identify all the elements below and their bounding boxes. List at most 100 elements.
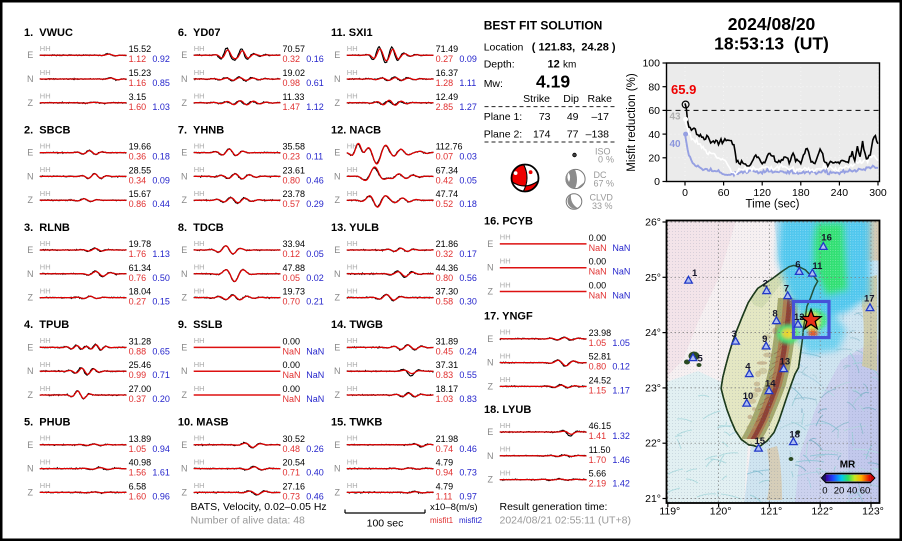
svg-text:1.42: 1.42 xyxy=(612,479,630,489)
svg-text:HH: HH xyxy=(40,263,51,272)
svg-text:HH: HH xyxy=(40,44,51,53)
svg-text:0.27: 0.27 xyxy=(436,54,454,64)
svg-text:40: 40 xyxy=(648,129,660,141)
svg-text:0.88: 0.88 xyxy=(129,346,147,356)
svg-text:0.71: 0.71 xyxy=(152,370,170,380)
svg-text:HH: HH xyxy=(40,434,51,443)
svg-text:0.24: 0.24 xyxy=(459,346,477,356)
svg-text:1.17: 1.17 xyxy=(612,385,630,395)
svg-text:4.79: 4.79 xyxy=(436,458,454,468)
svg-text:7: 7 xyxy=(784,284,789,295)
svg-text:E: E xyxy=(334,342,340,352)
svg-text:N: N xyxy=(181,74,188,84)
svg-text:174: 174 xyxy=(533,128,551,140)
svg-text:20: 20 xyxy=(834,485,845,496)
svg-text:HH: HH xyxy=(194,92,205,101)
svg-text:24°: 24° xyxy=(645,327,661,339)
svg-text:0.46: 0.46 xyxy=(306,491,324,501)
svg-text:Z: Z xyxy=(28,195,34,205)
svg-text:0.00: 0.00 xyxy=(589,281,607,291)
svg-text:Number of alive data: 48: Number of alive data: 48 xyxy=(191,515,306,527)
svg-text:37.30: 37.30 xyxy=(436,287,459,297)
svg-text:HH: HH xyxy=(40,239,51,248)
svg-text:16. PCYB: 16. PCYB xyxy=(484,216,533,228)
svg-text:0: 0 xyxy=(822,485,827,496)
svg-text:NaN: NaN xyxy=(612,243,630,253)
svg-text:1.28: 1.28 xyxy=(436,78,454,88)
svg-text:15.52: 15.52 xyxy=(129,44,152,54)
svg-text:9. SSLB: 9. SSLB xyxy=(178,319,223,331)
svg-text:1: 1 xyxy=(692,268,698,279)
svg-text:0.50: 0.50 xyxy=(152,273,170,283)
svg-text:BATS, Velocity, 0.02–0.05 Hz: BATS, Velocity, 0.02–0.05 Hz xyxy=(191,501,327,513)
svg-text:0.57: 0.57 xyxy=(283,199,301,209)
svg-text:E: E xyxy=(27,50,33,60)
svg-text:0.97: 0.97 xyxy=(459,491,477,501)
svg-text:0.96: 0.96 xyxy=(152,491,170,501)
svg-text:HH: HH xyxy=(347,481,358,490)
svg-text:1.56: 1.56 xyxy=(129,468,147,478)
svg-text:0.00: 0.00 xyxy=(589,257,607,267)
svg-text:HH: HH xyxy=(347,68,358,77)
svg-text:1.32: 1.32 xyxy=(612,431,630,441)
svg-text:1.60: 1.60 xyxy=(129,102,147,112)
svg-text:0.36: 0.36 xyxy=(129,152,147,162)
svg-text:73: 73 xyxy=(539,111,551,123)
svg-text:MR: MR xyxy=(840,459,856,470)
svg-text:Time (sec): Time (sec) xyxy=(746,199,800,211)
svg-text:112.76: 112.76 xyxy=(436,142,463,152)
svg-text:Z: Z xyxy=(335,487,341,497)
svg-text:240: 240 xyxy=(831,187,849,199)
svg-text:0.05: 0.05 xyxy=(283,273,301,283)
svg-text:0.85: 0.85 xyxy=(152,78,170,88)
svg-text:0.23: 0.23 xyxy=(283,152,301,162)
svg-text:21.98: 21.98 xyxy=(436,434,459,444)
svg-text:Z: Z xyxy=(28,390,34,400)
svg-text:0.94: 0.94 xyxy=(436,468,454,478)
svg-text:17: 17 xyxy=(864,294,875,305)
svg-text:Z: Z xyxy=(28,98,34,108)
svg-text:6. YD07: 6. YD07 xyxy=(178,27,221,39)
svg-text:HH: HH xyxy=(194,165,205,174)
svg-text:HH: HH xyxy=(347,457,358,466)
svg-text:0.00: 0.00 xyxy=(283,384,301,394)
svg-text:2.85: 2.85 xyxy=(436,102,454,112)
svg-text:HH: HH xyxy=(347,336,358,345)
svg-text:HH: HH xyxy=(347,141,358,150)
svg-text:NaN: NaN xyxy=(612,267,630,277)
svg-text:N: N xyxy=(487,451,494,461)
svg-text:47.88: 47.88 xyxy=(283,263,306,273)
svg-text:4. TPUB: 4. TPUB xyxy=(24,319,69,331)
svg-text:16.37: 16.37 xyxy=(436,68,459,78)
svg-text:31.28: 31.28 xyxy=(129,336,152,346)
svg-text:44.36: 44.36 xyxy=(436,263,459,273)
svg-text:Z: Z xyxy=(28,293,34,303)
svg-text:1.27: 1.27 xyxy=(459,102,477,112)
svg-text:28.55: 28.55 xyxy=(129,165,152,175)
svg-text:HH: HH xyxy=(500,233,511,242)
svg-text:22°: 22° xyxy=(645,438,661,450)
svg-text:Z: Z xyxy=(335,293,341,303)
svg-text:HH: HH xyxy=(194,336,205,345)
svg-text:0.71: 0.71 xyxy=(283,468,301,478)
svg-text:HH: HH xyxy=(500,328,511,337)
svg-text:misfit2: misfit2 xyxy=(459,516,483,525)
svg-text:0.27: 0.27 xyxy=(129,297,147,307)
svg-text:N: N xyxy=(181,171,188,181)
svg-text:HH: HH xyxy=(194,286,205,295)
svg-text:1.16: 1.16 xyxy=(129,78,147,88)
svg-text:N: N xyxy=(334,269,341,279)
svg-text:Z: Z xyxy=(488,287,494,297)
svg-text:11.50: 11.50 xyxy=(589,445,611,455)
svg-text:0.09: 0.09 xyxy=(459,54,477,64)
svg-text:5: 5 xyxy=(698,354,704,365)
svg-text:47.74: 47.74 xyxy=(436,189,459,199)
svg-text:2024/08/21 02:55:11 (UT+8): 2024/08/21 02:55:11 (UT+8) xyxy=(500,515,631,527)
svg-text:E: E xyxy=(181,440,187,450)
svg-text:Z: Z xyxy=(28,487,34,497)
svg-text:Plane 2:: Plane 2: xyxy=(484,128,523,140)
svg-text:NaN: NaN xyxy=(589,243,607,253)
svg-text:HH: HH xyxy=(40,457,51,466)
svg-text:19.78: 19.78 xyxy=(129,239,152,249)
svg-text:17. YNGF: 17. YNGF xyxy=(484,311,533,323)
